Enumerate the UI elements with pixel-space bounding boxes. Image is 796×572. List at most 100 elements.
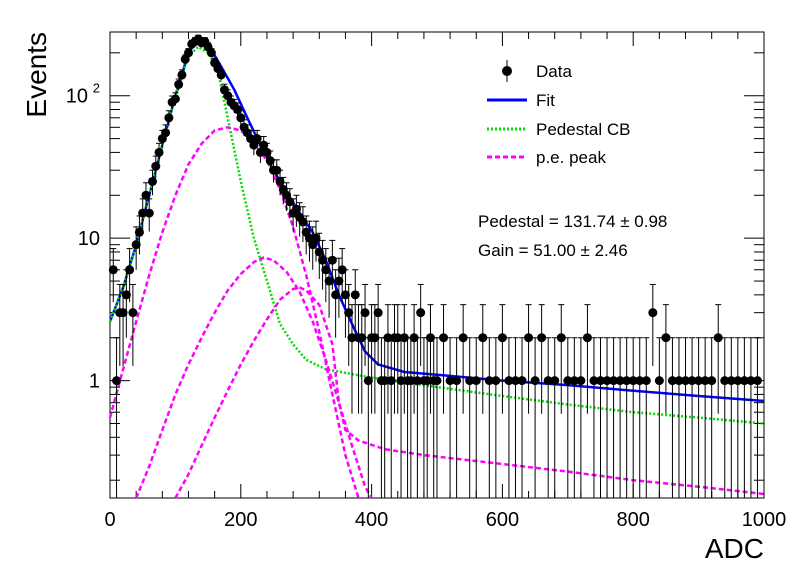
data-point <box>661 304 671 414</box>
data-point <box>357 304 367 414</box>
data-marker <box>726 376 736 386</box>
data-point <box>360 283 370 366</box>
data-marker <box>524 333 534 343</box>
data-marker <box>396 376 406 386</box>
x-tick-label: 400 <box>355 509 388 531</box>
data-point <box>118 283 128 366</box>
data-point <box>524 304 534 414</box>
data-point <box>635 337 645 498</box>
data-marker <box>151 161 161 171</box>
data-marker <box>170 94 180 104</box>
data-point <box>373 283 383 366</box>
data-marker <box>380 376 390 386</box>
data-point <box>347 304 357 414</box>
data-point <box>602 337 612 498</box>
data-marker <box>497 333 507 343</box>
data-point <box>128 283 138 366</box>
data-marker <box>582 333 592 343</box>
data-marker <box>318 255 328 265</box>
data-point <box>674 337 684 498</box>
data-marker <box>233 105 243 115</box>
data-point <box>291 194 301 227</box>
data-point <box>252 129 262 149</box>
data-point <box>654 337 664 498</box>
data-point <box>707 337 717 498</box>
data-marker <box>537 333 547 343</box>
data-point <box>170 92 180 106</box>
y-tick-label: 1 <box>89 371 100 393</box>
data-point <box>622 337 632 498</box>
data-marker <box>363 376 373 386</box>
x-tick-label: 200 <box>224 509 257 531</box>
data-marker <box>148 176 158 186</box>
data-marker <box>350 290 360 300</box>
data-marker <box>458 333 468 343</box>
data-marker <box>144 208 154 218</box>
data-marker <box>255 147 265 157</box>
data-point <box>556 304 566 414</box>
data-point <box>399 304 409 414</box>
data-point <box>687 337 697 498</box>
data-marker <box>700 376 710 386</box>
data-marker <box>713 333 723 343</box>
data-marker <box>327 255 337 265</box>
data-point <box>589 337 599 498</box>
data-marker <box>661 333 671 343</box>
data-point <box>615 337 625 498</box>
x-tick-label: 600 <box>486 509 519 531</box>
data-point <box>484 337 494 498</box>
data-point <box>439 304 449 414</box>
data-point <box>746 337 756 498</box>
data-marker <box>667 376 677 386</box>
data-marker <box>432 376 442 386</box>
data-point <box>510 337 520 498</box>
data-marker <box>445 376 455 386</box>
data-marker <box>121 290 131 300</box>
data-point <box>596 337 605 498</box>
x-tick-label: 0 <box>104 509 115 531</box>
data-marker <box>720 376 730 386</box>
data-marker <box>383 333 393 343</box>
data-point <box>445 337 455 498</box>
data-marker <box>334 276 344 286</box>
data-marker <box>360 308 370 318</box>
annotation-pedestal: Pedestal = 131.74 ± 0.98 <box>478 212 667 231</box>
data-point <box>108 248 118 303</box>
data-marker <box>311 233 321 243</box>
legend: Data Fit Pedestal CB p.e. peak <box>487 60 631 167</box>
data-marker <box>347 333 357 343</box>
data-marker <box>422 376 432 386</box>
data-marker <box>563 376 573 386</box>
data-marker <box>707 376 717 386</box>
data-marker <box>340 290 350 300</box>
data-point <box>667 337 677 498</box>
data-marker <box>206 48 216 58</box>
data-marker <box>154 147 164 157</box>
data-point <box>530 337 540 498</box>
data-marker <box>406 376 416 386</box>
x-tick-label: 800 <box>617 509 650 531</box>
data-point <box>154 142 164 164</box>
data-marker <box>183 48 193 58</box>
data-point <box>409 304 419 414</box>
data-point <box>458 304 468 414</box>
data-marker <box>484 376 494 386</box>
data-point <box>478 304 488 414</box>
data-point <box>233 102 243 117</box>
data-point <box>641 337 651 498</box>
data-point <box>144 198 154 232</box>
data-marker <box>108 265 118 275</box>
data-point <box>416 283 426 366</box>
data-point <box>694 337 704 498</box>
data-point <box>681 337 691 498</box>
data-marker <box>164 113 174 123</box>
data-marker <box>321 265 331 275</box>
data-point <box>370 304 380 414</box>
data-marker <box>331 290 341 300</box>
data-marker <box>543 376 553 386</box>
data-marker <box>344 308 354 318</box>
data-marker <box>569 376 579 386</box>
data-marker <box>576 376 586 386</box>
legend-data-label: Data <box>536 62 572 81</box>
data-marker <box>517 376 527 386</box>
